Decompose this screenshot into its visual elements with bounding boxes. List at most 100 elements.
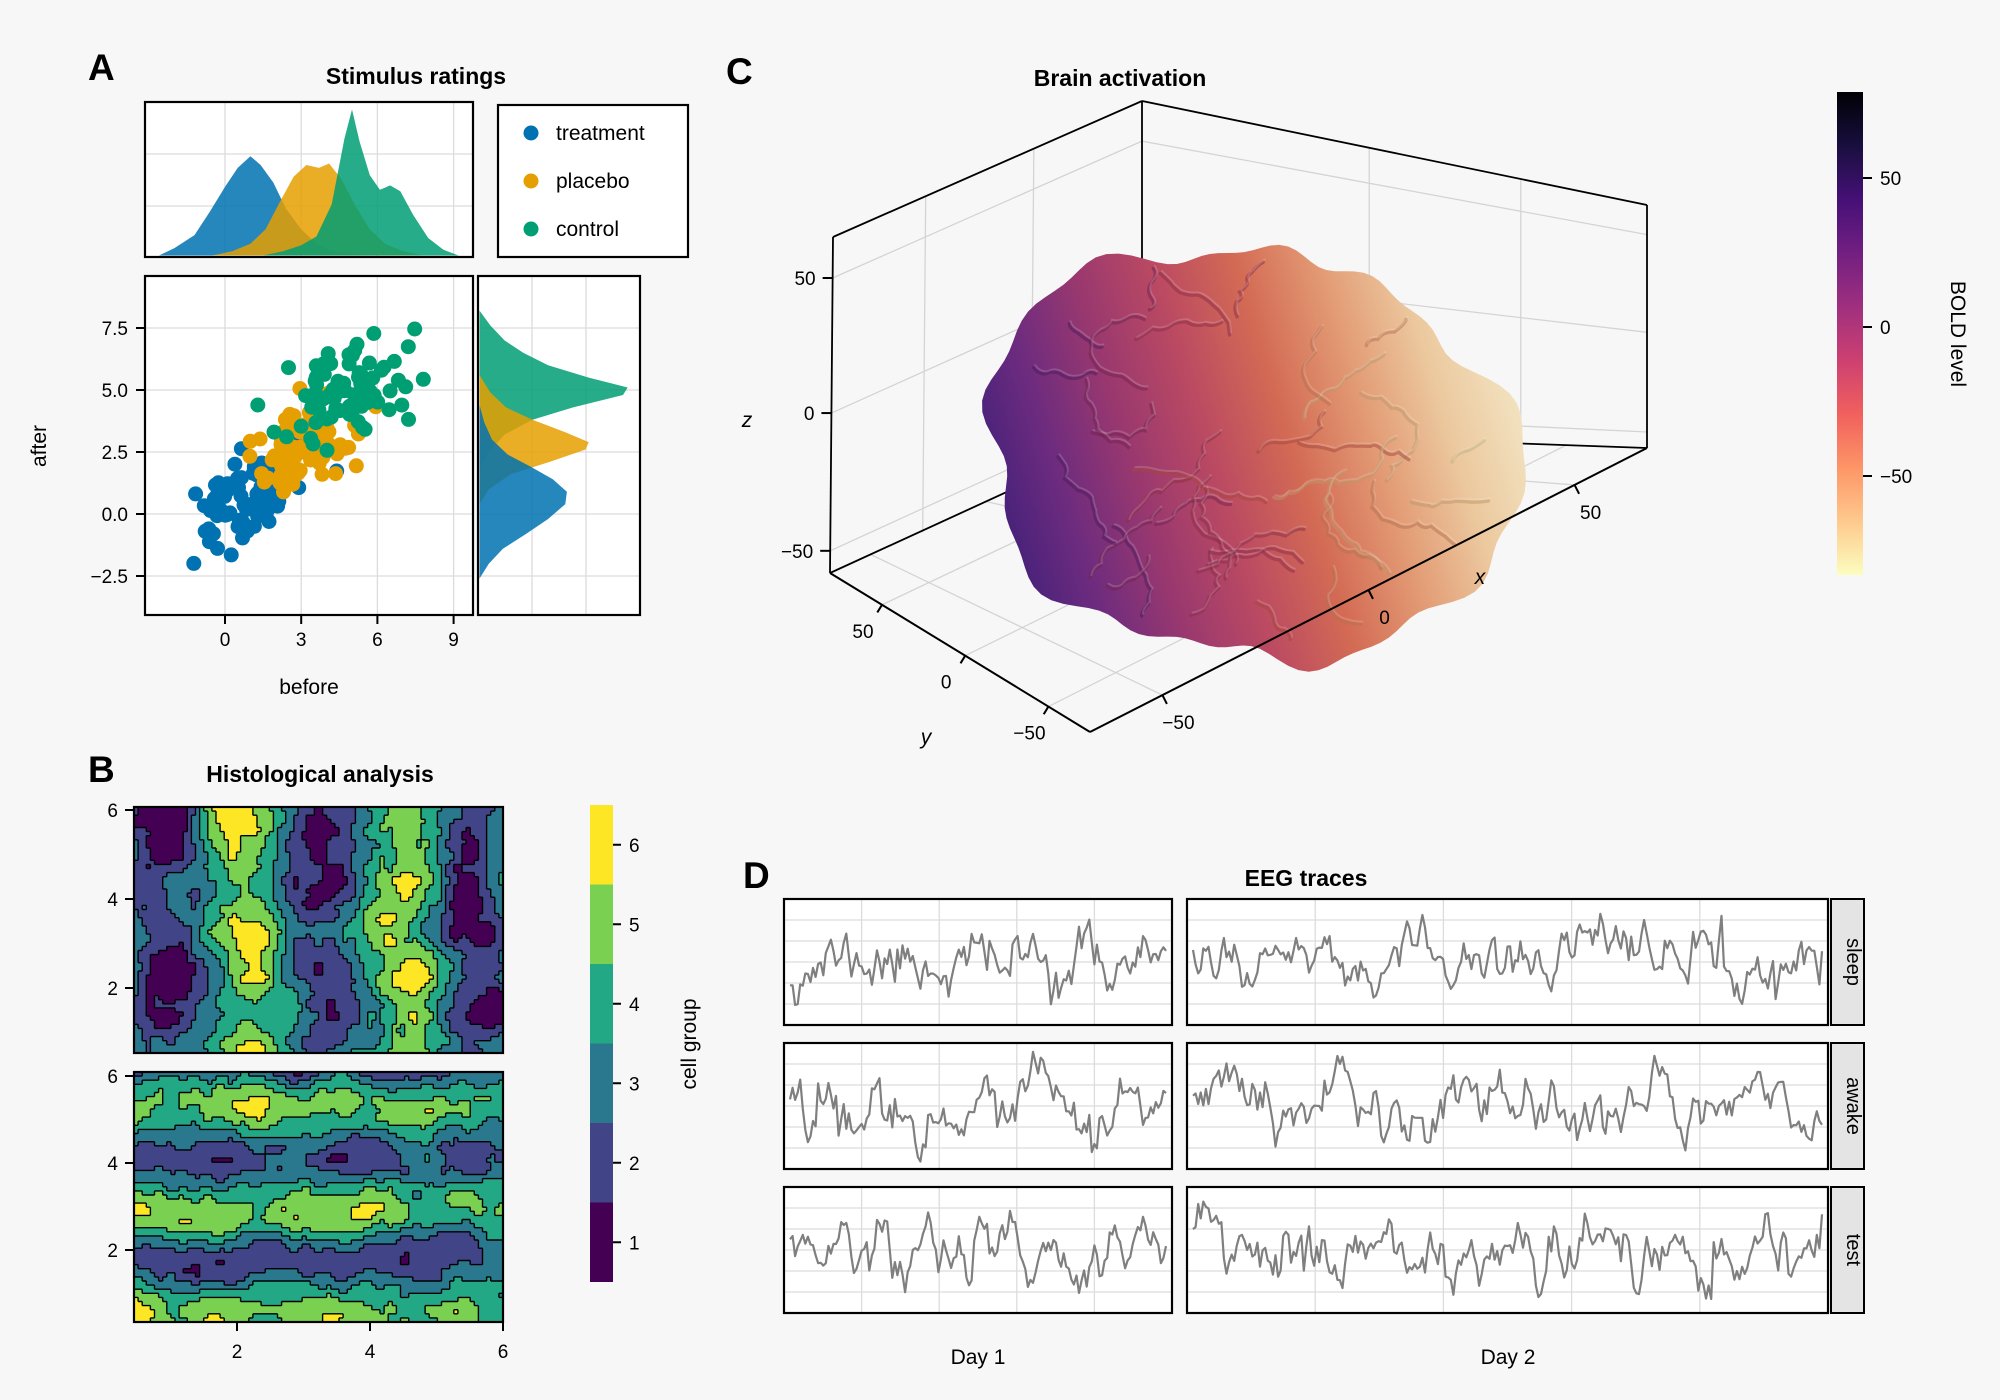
- scatter-point: [285, 476, 301, 492]
- brain-gyri-highlight: [1325, 468, 1392, 573]
- brain-gyri-highlight: [1304, 351, 1387, 418]
- scatter-point: [286, 408, 302, 424]
- eeg-trace-row2-col0: [789, 1209, 1168, 1295]
- brain-gyri-highlight: [1274, 434, 1398, 497]
- x-tick-label: 6: [498, 1342, 509, 1363]
- y-tick-label: 5.0: [102, 381, 128, 402]
- y-tick-label: 0.0: [102, 505, 128, 526]
- brain-gyri-highlight: [1207, 545, 1305, 565]
- tick-mark: [1042, 706, 1050, 715]
- colorbar-tick-label: 5: [629, 915, 640, 936]
- scatter-point: [281, 360, 296, 376]
- brain-gyri-highlight: [1160, 270, 1232, 334]
- brain-gyri-squiggle: [1190, 475, 1239, 567]
- brain-gyri-highlight: [1303, 323, 1332, 403]
- eeg-trace-row0-col0: [790, 918, 1167, 1007]
- x-tick-label: 9: [448, 630, 459, 651]
- brain-gyri-highlight: [1258, 409, 1327, 451]
- colorbar-tick-label: 1: [629, 1233, 640, 1254]
- panel-border: [132, 1070, 505, 1324]
- colorbar-title-bold-level: BOLD level: [1946, 281, 1969, 387]
- z-axis-title: z: [741, 409, 753, 432]
- col-label-day-1: Day 1: [951, 1346, 1006, 1369]
- scatter-point: [352, 386, 368, 402]
- x-tick-label: 2: [232, 1342, 243, 1363]
- brain-gyri-highlight: [1090, 505, 1163, 577]
- panel-border: [1185, 1041, 1830, 1171]
- contour-lines: [134, 1072, 503, 1322]
- strip-label-awake: awake: [1842, 1077, 1864, 1135]
- scatter-point: [309, 377, 325, 393]
- brain-gyri-squiggle: [1067, 322, 1104, 350]
- brain-gyri-squiggle: [1320, 494, 1383, 571]
- brain-gyri-squiggle: [1158, 271, 1232, 337]
- contour-fill-level-5: [203, 807, 438, 1053]
- colorbar-band-1: [590, 1202, 613, 1282]
- contour-fill-level-6: [211, 807, 434, 1053]
- contour-fill-level-3: [134, 1072, 503, 1298]
- brain-gyri-squiggle: [1147, 266, 1158, 312]
- scatter-point: [293, 418, 309, 434]
- scatter-point: [341, 439, 357, 455]
- scatter-point: [365, 370, 381, 386]
- scatter-point: [344, 401, 360, 417]
- x-tick-label-3d: −50: [1162, 713, 1194, 734]
- panel-c-canvas: 50 0 −50 50 0 −50 −50 0 50 50 0 −50: [781, 92, 1912, 745]
- scatter-point: [246, 518, 262, 534]
- brain-gyri-squiggle: [1197, 487, 1233, 581]
- colorbar-tick-label: 3: [629, 1074, 640, 1095]
- panel-c-letter: C: [726, 51, 753, 92]
- panel-b: B Histological analysis 6 4 2 6 4 2 2 4 6 1 2 3 4 56 …: [88, 749, 701, 1363]
- scatter-point: [217, 488, 233, 504]
- brain-gyri-squiggle: [1409, 499, 1491, 509]
- scatter-point: [254, 466, 270, 482]
- panel-d-canvas: [782, 897, 1865, 1315]
- eeg-trace-row0-col1: [1191, 912, 1824, 1006]
- brain-gyri-highlight: [1361, 390, 1420, 480]
- brain-gyri-highlight: [1452, 437, 1487, 461]
- scatter-point: [357, 421, 373, 437]
- eeg-trace-row2-col1: [1192, 1200, 1824, 1301]
- scatter-point: [348, 458, 364, 474]
- scatter-point: [272, 475, 288, 491]
- scatter-point: [330, 373, 346, 389]
- brain-gyri-highlight: [1085, 376, 1131, 446]
- axis-ticks: [136, 327, 455, 624]
- facet-strip: [1830, 898, 1865, 1026]
- brain-gyri-highlight: [1209, 547, 1296, 570]
- scatter-point: [328, 466, 344, 482]
- brain-gyri-highlight: [1235, 258, 1266, 316]
- brain-gyri-highlight: [1411, 497, 1491, 506]
- panel-b-canvas: 6 4 2 6 4 2 2 4 6 1 2 3 4 5 6: [107, 801, 640, 1363]
- colorbar-title-cell-group: cell group: [678, 998, 701, 1089]
- z-tick-label: 50: [794, 269, 815, 290]
- eeg-trace-row1-col1: [1192, 1054, 1823, 1152]
- y-tick-label: 2.5: [102, 443, 128, 464]
- col-label-day-2: Day 2: [1481, 1346, 1536, 1369]
- brain-gyri-highlight: [1107, 554, 1151, 588]
- strip-label-sleep: sleep: [1842, 938, 1864, 986]
- colorbar-tick-label: 2: [629, 1154, 640, 1175]
- panel-border: [782, 1041, 1174, 1171]
- scatter-point: [400, 339, 416, 355]
- brain-gyri-squiggle: [1088, 314, 1148, 391]
- panel-a: A Stimulus ratings 0 3 6 97.55.02.50.0−2.5 …: [28, 47, 690, 699]
- gridlines: [784, 1187, 1172, 1313]
- panel-border: [143, 100, 475, 259]
- colorbar-tick-label: 50: [1880, 169, 1901, 190]
- scatter-points-treatment: [186, 433, 345, 571]
- brain-gyri-squiggle: [1205, 546, 1304, 568]
- wall-grid-line: [1141, 140, 1648, 236]
- colorbar-band-5: [590, 884, 613, 964]
- panel-border: [782, 897, 1174, 1027]
- y-tick-label: 4: [107, 890, 118, 911]
- scatter-point: [398, 379, 414, 395]
- scatter-point: [250, 397, 266, 413]
- scatter-point: [314, 466, 330, 482]
- brain-gyri-squiggle: [1272, 436, 1397, 501]
- brain-gyri-squiggle: [1083, 378, 1131, 450]
- tick-mark: [1573, 484, 1580, 495]
- x-tick-label: 4: [365, 1342, 376, 1363]
- panel-a-title: Stimulus ratings: [326, 63, 506, 89]
